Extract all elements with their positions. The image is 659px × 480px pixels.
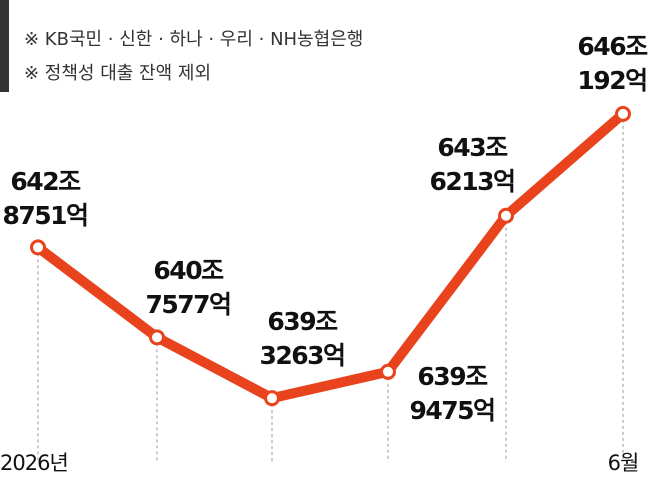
note: ※ 정책성 대출 잔액 제외 (24, 63, 211, 84)
value-label: 3263억 (259, 341, 344, 370)
value-label: 639조 (417, 362, 488, 391)
x-tick-label: 6월 (608, 451, 639, 475)
value-label: 7577억 (145, 290, 230, 319)
marker (615, 105, 631, 122)
value-label: 8751억 (2, 201, 87, 230)
accent-bar (0, 0, 9, 92)
marker (264, 390, 280, 407)
line (34, 110, 627, 404)
value-label: 192억 (577, 66, 646, 95)
marker (498, 207, 514, 224)
value-label: 642조 (10, 167, 81, 196)
marker (380, 363, 396, 380)
x-tick-label: 2026년 (0, 451, 68, 475)
value-label: 643조 (437, 133, 508, 162)
note: ※ KB국민 · 신한 · 하나 · 우리 · NH농협은행 (24, 29, 363, 50)
value-label: 646조 (577, 32, 648, 61)
value-label: 9475억 (409, 396, 494, 425)
marker (149, 329, 165, 346)
value-label: 639조 (267, 307, 338, 336)
value-label: 6213억 (429, 167, 514, 196)
marker (30, 239, 46, 256)
value-label: 640조 (153, 256, 224, 285)
